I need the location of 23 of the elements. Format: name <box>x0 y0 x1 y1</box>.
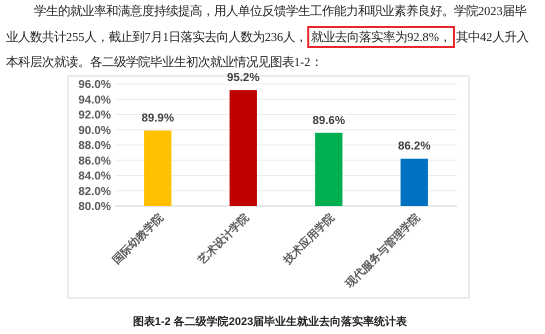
y-tick-label: 86.0% <box>78 155 111 168</box>
y-tick-label: 92.0% <box>78 110 111 122</box>
y-tick-label: 84.0% <box>78 170 111 182</box>
text: 本科层次就读。各二级学院毕业生初次就业情况见图表1-2： <box>6 55 322 69</box>
text: 其中42人升入 <box>456 30 528 44</box>
data-label: 89.9% <box>141 112 174 125</box>
x-tick-label: 艺术设计学院 <box>194 210 252 268</box>
x-tick-label: 技术应用学院 <box>280 210 337 268</box>
y-tick-label: 88.0% <box>78 140 111 152</box>
text: 学生的就业率和满意度持续提高，用人单位反馈学生工作能力和职业素养良好。学院2023届毕 <box>34 4 527 18</box>
y-tick-label: 94.0% <box>78 94 111 106</box>
text: 业人数共计255人，截止到7月1日落实去向人数为236人， <box>6 30 308 44</box>
text: 图表1-2 各二级学院2023届毕业生就业去向落实率统计表 <box>132 315 408 328</box>
x-tick-label: 现代服务与管理学院 <box>342 210 422 291</box>
text: 就业去向落实率为92.8%， <box>311 30 451 44</box>
y-tick-label: 80.0% <box>78 201 111 213</box>
y-tick-label: 90.0% <box>78 124 111 137</box>
y-tick-label: 96.0% <box>78 79 111 91</box>
data-label: 95.2% <box>226 72 260 84</box>
x-tick-label: 国际幼教学院 <box>110 210 166 267</box>
data-label: 86.2% <box>398 140 431 153</box>
data-label: 89.6% <box>312 114 346 127</box>
y-tick-label: 82.0% <box>78 186 111 198</box>
